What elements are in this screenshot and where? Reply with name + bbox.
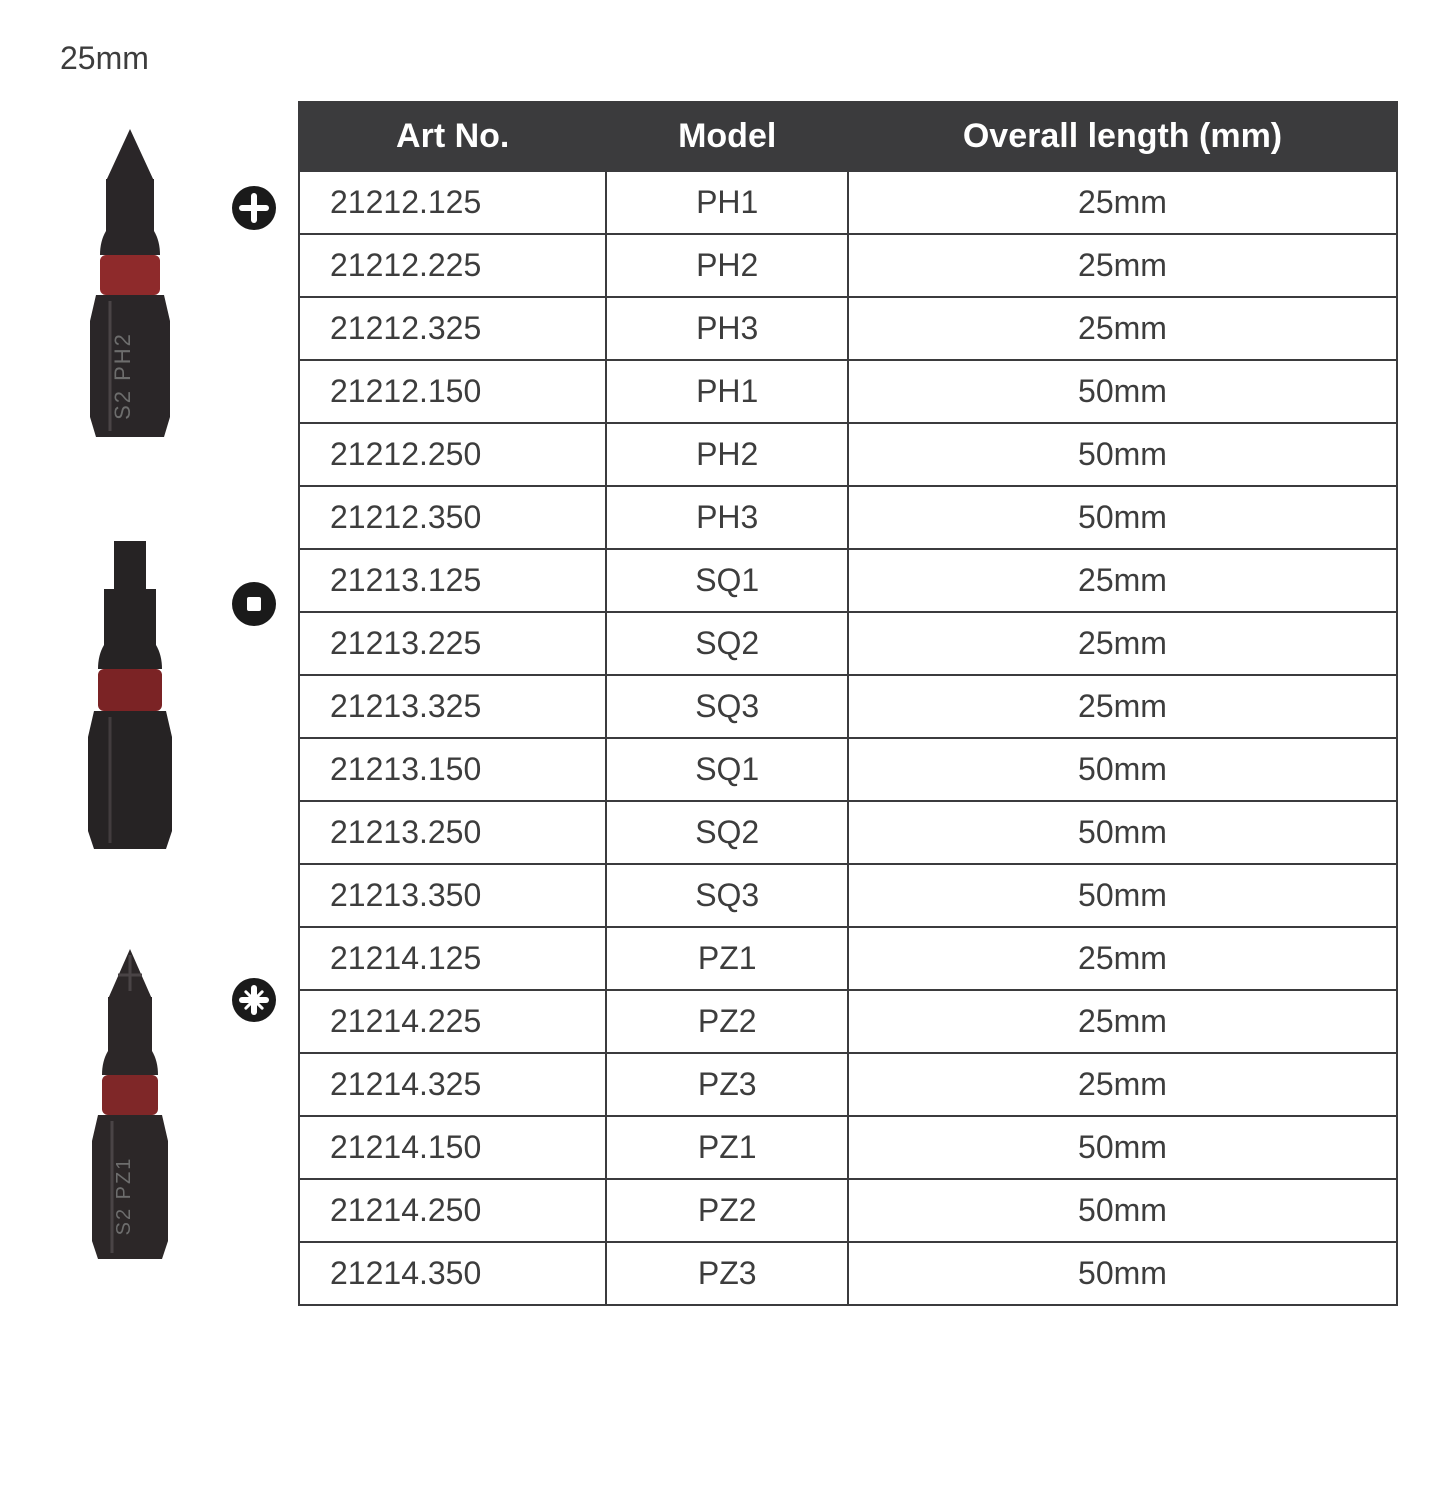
- col-header-length: Overall length (mm): [848, 102, 1397, 171]
- table-row: 21214.250PZ250mm: [299, 1179, 1397, 1242]
- cell-model: PZ1: [606, 927, 848, 990]
- cell-len: 25mm: [848, 612, 1397, 675]
- cell-art: 21214.350: [299, 1242, 606, 1305]
- size-label: 25mm: [60, 40, 1398, 77]
- table-row: 21213.250SQ250mm: [299, 801, 1397, 864]
- cell-art: 21212.250: [299, 423, 606, 486]
- table-row: 21214.150PZ150mm: [299, 1116, 1397, 1179]
- pozidriv-icon: [232, 978, 276, 1022]
- table-row: 21212.125PH125mm: [299, 171, 1397, 234]
- cell-model: SQ2: [606, 612, 848, 675]
- cell-model: PZ3: [606, 1242, 848, 1305]
- table-row: 21213.150SQ150mm: [299, 738, 1397, 801]
- cell-art: 21214.150: [299, 1116, 606, 1179]
- spec-table: Art No. Model Overall length (mm) 21212.…: [298, 101, 1398, 1306]
- cell-art: 21212.325: [299, 297, 606, 360]
- cell-model: SQ3: [606, 864, 848, 927]
- table-row: 21213.125SQ125mm: [299, 549, 1397, 612]
- cell-art: 21213.150: [299, 738, 606, 801]
- cell-art: 21213.125: [299, 549, 606, 612]
- cell-len: 25mm: [848, 549, 1397, 612]
- cell-art: 21212.125: [299, 171, 606, 234]
- cell-len: 25mm: [848, 927, 1397, 990]
- table-row: 21212.150PH150mm: [299, 360, 1397, 423]
- table-row: 21214.325PZ325mm: [299, 1053, 1397, 1116]
- cell-model: PH3: [606, 486, 848, 549]
- cell-len: 25mm: [848, 675, 1397, 738]
- cell-model: PZ2: [606, 990, 848, 1053]
- cell-art: 21214.225: [299, 990, 606, 1053]
- table-row: 21213.225SQ225mm: [299, 612, 1397, 675]
- cell-model: PH3: [606, 297, 848, 360]
- square-icon: [232, 582, 276, 626]
- cell-model: SQ1: [606, 738, 848, 801]
- cell-model: PZ3: [606, 1053, 848, 1116]
- spec-table-wrapper: Art No. Model Overall length (mm) 21212.…: [298, 101, 1398, 1306]
- cell-len: 25mm: [848, 234, 1397, 297]
- table-body: 21212.125PH125mm21212.225PH225mm21212.32…: [299, 171, 1397, 1305]
- table-row: 21212.325PH325mm: [299, 297, 1397, 360]
- col-header-artno: Art No.: [299, 102, 606, 171]
- bit-image-square: [70, 531, 190, 851]
- cell-art: 21213.350: [299, 864, 606, 927]
- bit-label: S2 PZ1: [113, 1157, 135, 1236]
- cell-len: 50mm: [848, 801, 1397, 864]
- table-row: 21212.225PH225mm: [299, 234, 1397, 297]
- cell-len: 50mm: [848, 360, 1397, 423]
- table-row: 21214.225PZ225mm: [299, 990, 1397, 1053]
- group-icons-column: [230, 101, 278, 1022]
- cell-model: PZ1: [606, 1116, 848, 1179]
- cell-len: 50mm: [848, 1242, 1397, 1305]
- table-row: 21214.125PZ125mm: [299, 927, 1397, 990]
- cell-art: 21214.250: [299, 1179, 606, 1242]
- bit-image-phillips: S2 PH2: [70, 121, 190, 441]
- cell-model: SQ3: [606, 675, 848, 738]
- cell-art: 21212.150: [299, 360, 606, 423]
- table-row: 21213.350SQ350mm: [299, 864, 1397, 927]
- col-header-model: Model: [606, 102, 848, 171]
- cell-len: 25mm: [848, 171, 1397, 234]
- phillips-icon: [232, 186, 276, 230]
- table-row: 21212.250PH250mm: [299, 423, 1397, 486]
- bit-label: S2 PH2: [110, 332, 135, 420]
- cell-art: 21214.325: [299, 1053, 606, 1116]
- cell-len: 25mm: [848, 1053, 1397, 1116]
- table-row: 21212.350PH350mm: [299, 486, 1397, 549]
- cell-art: 21214.125: [299, 927, 606, 990]
- cell-len: 50mm: [848, 486, 1397, 549]
- bit-image-pozidriv: S2 PZ1: [70, 941, 190, 1261]
- cell-art: 21213.325: [299, 675, 606, 738]
- table-row: 21213.325SQ325mm: [299, 675, 1397, 738]
- cell-art: 21212.225: [299, 234, 606, 297]
- cell-art: 21213.250: [299, 801, 606, 864]
- cell-len: 50mm: [848, 1116, 1397, 1179]
- cell-len: 50mm: [848, 738, 1397, 801]
- cell-model: SQ2: [606, 801, 848, 864]
- table-header-row: Art No. Model Overall length (mm): [299, 102, 1397, 171]
- table-row: 21214.350PZ350mm: [299, 1242, 1397, 1305]
- cell-model: PZ2: [606, 1179, 848, 1242]
- cell-art: 21213.225: [299, 612, 606, 675]
- content-row: S2 PH2 S2 PZ1: [50, 101, 1398, 1306]
- cell-model: PH2: [606, 423, 848, 486]
- cell-len: 50mm: [848, 1179, 1397, 1242]
- cell-art: 21212.350: [299, 486, 606, 549]
- cell-model: SQ1: [606, 549, 848, 612]
- cell-len: 50mm: [848, 423, 1397, 486]
- bit-images-column: S2 PH2 S2 PZ1: [50, 101, 210, 1261]
- cell-model: PH2: [606, 234, 848, 297]
- cell-model: PH1: [606, 171, 848, 234]
- cell-len: 25mm: [848, 990, 1397, 1053]
- cell-len: 25mm: [848, 297, 1397, 360]
- cell-len: 50mm: [848, 864, 1397, 927]
- cell-model: PH1: [606, 360, 848, 423]
